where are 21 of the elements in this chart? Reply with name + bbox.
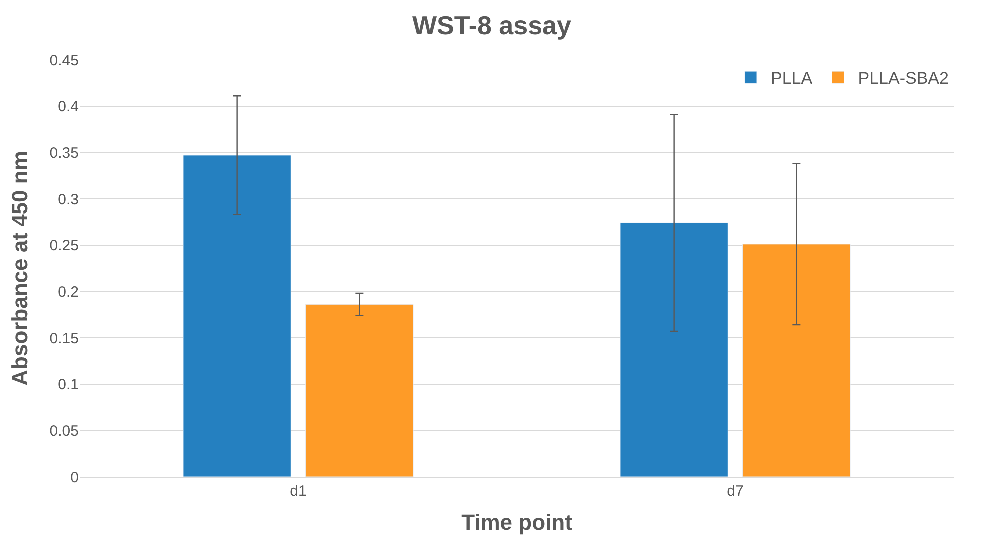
y-tick-label: 0.45 (50, 52, 79, 70)
y-tick-label: 0.3 (58, 191, 79, 208)
y-axis-title: Absorbance at 450 nm (8, 151, 33, 386)
x-tick-label: d7 (727, 483, 744, 500)
y-tick-label: 0.4 (58, 98, 79, 116)
bar (183, 155, 292, 477)
bar (742, 244, 851, 477)
y-tick-label: 0.25 (50, 238, 79, 255)
y-tick-label: 0 (70, 469, 79, 486)
y-tick-label: 0.05 (50, 422, 79, 440)
bar (306, 304, 414, 477)
y-tick-label: 0.15 (50, 330, 79, 348)
legend-label: PLLA-SBA2 (858, 69, 949, 88)
x-tick-label: d1 (290, 483, 307, 500)
chart-title: WST-8 assay (412, 10, 572, 41)
y-tick-label: 0.1 (58, 376, 79, 394)
legend-label: PLLA (771, 69, 814, 88)
y-tick-label: 0.35 (50, 144, 79, 162)
x-axis-title: Time point (462, 510, 574, 535)
bar (620, 222, 728, 477)
y-tick-label: 0.2 (58, 284, 79, 301)
